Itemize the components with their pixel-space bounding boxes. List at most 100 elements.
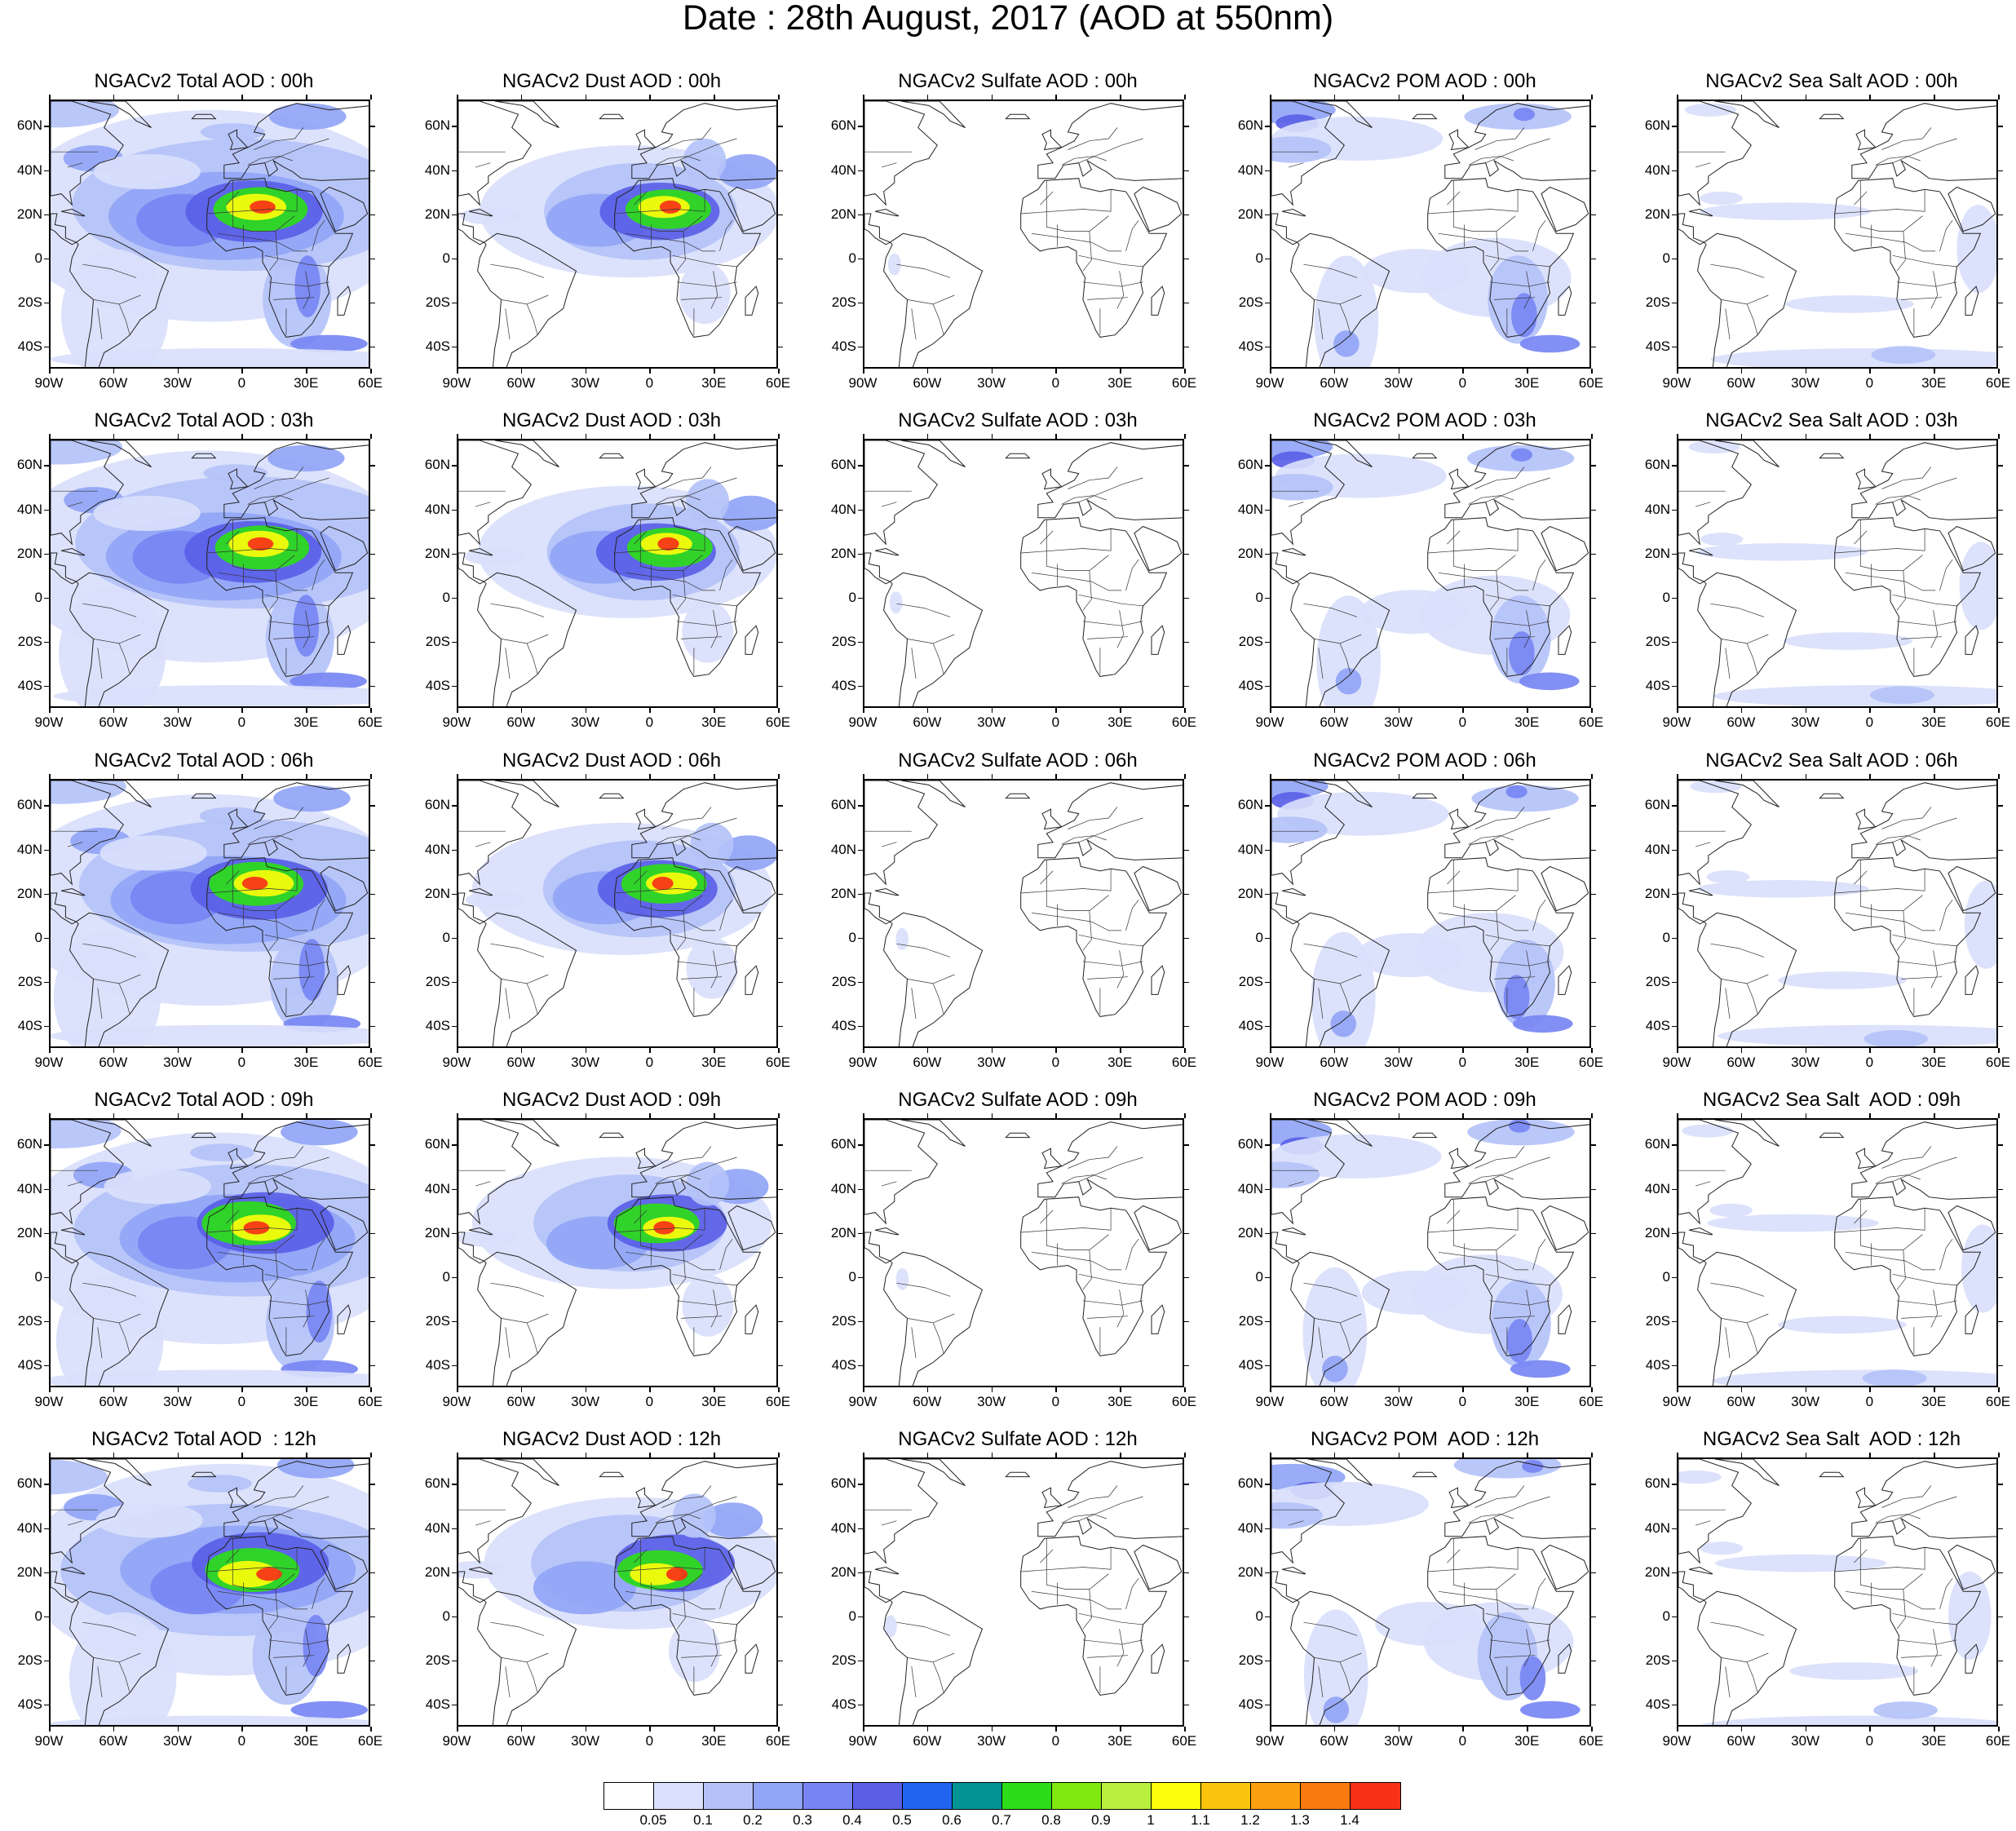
border-line xyxy=(273,1655,315,1658)
aod-contour xyxy=(884,1615,897,1638)
lat-tick xyxy=(1998,981,2003,984)
lon-tick xyxy=(1398,95,1400,100)
aod-contour xyxy=(464,547,524,566)
lat-tick xyxy=(44,1484,49,1485)
border-line xyxy=(736,526,754,533)
coastline xyxy=(1307,1120,1373,1147)
coastline xyxy=(1714,101,1779,128)
border-line xyxy=(1901,1316,1943,1319)
lon-tick xyxy=(778,95,780,100)
coastline xyxy=(1834,857,1982,1017)
border-line xyxy=(1318,648,1324,679)
lon-tick xyxy=(370,708,372,713)
lon-tick xyxy=(585,774,587,779)
coastline xyxy=(864,552,891,585)
lat-tick-label: 0 xyxy=(34,929,42,945)
lat-tick xyxy=(44,685,49,688)
border-line xyxy=(268,1300,329,1306)
lat-tick xyxy=(1672,685,1677,688)
border-line xyxy=(1288,502,1304,507)
border-line xyxy=(1695,1520,1711,1526)
border-line xyxy=(1068,1485,1118,1508)
lon-tick-label: 30W xyxy=(1384,1394,1413,1409)
border-line xyxy=(1288,162,1304,168)
map-canvas xyxy=(1271,440,1589,706)
lat-tick xyxy=(1184,937,1189,940)
border-line xyxy=(1078,1273,1143,1286)
lon-tick-label: 60W xyxy=(506,1055,536,1070)
border-line xyxy=(247,495,293,505)
border-line xyxy=(232,1538,295,1590)
border-line xyxy=(1061,156,1107,166)
border-line xyxy=(614,869,705,894)
border-line xyxy=(655,835,701,845)
lon-tick xyxy=(241,1048,243,1053)
border-line xyxy=(1143,1205,1161,1213)
lon-tick-label: 60W xyxy=(99,1055,128,1070)
border-line xyxy=(67,842,83,847)
lon-tick-label: 90W xyxy=(1255,1733,1284,1749)
coastline xyxy=(1020,857,1168,1017)
coastline xyxy=(1558,1304,1572,1334)
lon-tick xyxy=(306,1048,307,1053)
aod-contour xyxy=(267,444,345,472)
lon-tick xyxy=(520,95,523,100)
lon-tick xyxy=(863,95,864,100)
coastline xyxy=(477,232,577,367)
border-line xyxy=(1892,817,1957,843)
lat-tick xyxy=(1672,1320,1677,1323)
coastlines xyxy=(1678,781,1996,1046)
lat-tick xyxy=(1591,214,1596,216)
coastline xyxy=(1290,1590,1390,1725)
map-frame xyxy=(49,100,370,369)
border-line xyxy=(1485,1496,1550,1522)
border-line xyxy=(681,636,723,639)
lon-tick-label: 30E xyxy=(1514,1733,1540,1749)
lon-tick xyxy=(1591,369,1593,374)
lat-tick xyxy=(1184,1276,1189,1279)
lon-tick xyxy=(1591,1048,1593,1053)
country-borders xyxy=(458,807,754,1019)
lat-tick-label: 20S xyxy=(425,633,450,649)
border-line xyxy=(1489,621,1550,626)
border-line xyxy=(676,570,686,611)
border-line xyxy=(672,934,737,947)
lon-tick xyxy=(1869,95,1871,100)
lat-tick xyxy=(858,258,863,260)
lon-tick xyxy=(520,1387,523,1392)
lat-tick-label: 40S xyxy=(17,1696,42,1712)
lat-tick-label: 40N xyxy=(424,161,450,178)
lon-tick xyxy=(1869,369,1871,374)
country-borders xyxy=(51,1146,347,1359)
aod-contour xyxy=(1785,295,1914,313)
coastline xyxy=(1412,1471,1438,1478)
aod-contour xyxy=(1715,1554,1887,1572)
aod-contour xyxy=(1700,1541,1744,1555)
border-line xyxy=(1532,1238,1546,1270)
lon-tick-label: 0 xyxy=(1458,375,1467,391)
lon-tick-label: 60E xyxy=(1171,1055,1197,1070)
border-line xyxy=(1489,231,1499,272)
lon-tick xyxy=(1591,1387,1593,1392)
border-line xyxy=(501,294,549,305)
coastline xyxy=(337,1643,351,1674)
lat-tick xyxy=(452,1660,457,1662)
panel-title: NGACv2 Sea Salt AOD : 03h xyxy=(1705,409,1958,431)
border-line xyxy=(1020,1208,1112,1233)
coastline xyxy=(468,208,493,217)
coastline xyxy=(1855,129,1877,151)
border-line xyxy=(719,1238,733,1270)
coastline xyxy=(745,285,759,316)
border-line xyxy=(1082,570,1092,611)
coastline xyxy=(900,440,966,467)
lat-tick xyxy=(1265,937,1270,940)
lat-tick xyxy=(1998,849,2003,851)
border-line xyxy=(268,231,278,272)
border-line xyxy=(1468,1514,1514,1524)
lat-tick xyxy=(1998,937,2003,940)
map-panel-pom: NGACv2 POM AOD : 03h 60N 40N 20N 0 20S 40S 90W 6… xyxy=(1221,409,1629,744)
coastline xyxy=(1834,1536,1982,1696)
country-borders xyxy=(1678,1146,1974,1359)
border-line xyxy=(264,934,329,947)
lat-tick-label: 40S xyxy=(1238,338,1263,354)
